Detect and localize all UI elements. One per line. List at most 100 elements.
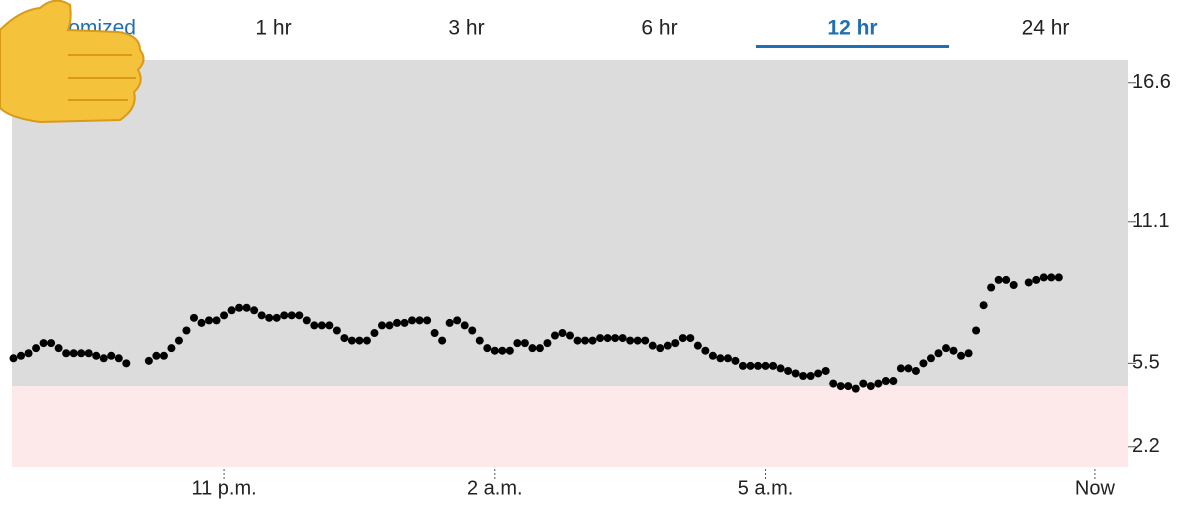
reading-dot	[325, 321, 334, 330]
active-tab-underline	[756, 45, 949, 48]
reading-dot	[904, 364, 913, 373]
reading-dot	[212, 316, 221, 325]
reading-dot	[17, 351, 26, 360]
reading-dot	[483, 344, 492, 353]
reading-dot	[69, 349, 78, 358]
reading-dot	[84, 349, 93, 358]
reading-dot	[159, 351, 168, 360]
reading-dot	[430, 329, 439, 338]
reading-dot	[362, 336, 371, 345]
reading-dot	[24, 349, 33, 358]
reading-dot	[408, 316, 417, 325]
reading-dot	[550, 331, 559, 340]
reading-dot	[769, 361, 778, 370]
tab[interactable]: 3 hr	[448, 17, 484, 40]
chart: 2.2 5.5 11.1 16.6 11 p.m. 2 a.m. 5 a.m. Now	[9, 60, 1171, 499]
reading-dot	[377, 321, 386, 330]
reading-dot	[182, 326, 191, 335]
reading-dot	[205, 316, 214, 325]
x-tick-label: 5 a.m.	[738, 477, 794, 499]
reading-dot	[505, 346, 514, 355]
tab[interactable]: 12 hr	[827, 17, 877, 40]
reading-dot	[272, 313, 281, 322]
tab-bar: Customized 1 hr 3 hr 6 hr 12 hr 24 hr	[25, 17, 1069, 48]
reading-dot	[77, 349, 86, 358]
reading-dot	[54, 344, 63, 353]
reading-dot	[1047, 273, 1056, 282]
reading-dot	[836, 382, 845, 391]
reading-dot	[242, 303, 251, 312]
reading-dot	[972, 326, 981, 335]
x-tick-label: 2 a.m.	[467, 477, 523, 499]
reading-dot	[92, 351, 101, 360]
reading-dot	[881, 377, 890, 386]
reading-dot	[144, 356, 153, 365]
reading-dot	[686, 334, 695, 343]
reading-dot	[39, 339, 48, 348]
reading-dot	[460, 321, 469, 330]
reading-dot	[851, 384, 860, 393]
reading-dot	[468, 326, 477, 335]
y-tick-label: 16.6	[1132, 71, 1171, 93]
tab[interactable]: 24 hr	[1022, 17, 1070, 40]
reading-dot	[1039, 273, 1048, 282]
reading-dot	[1032, 275, 1041, 284]
reading-dot	[889, 377, 898, 386]
reading-dot	[250, 306, 259, 315]
reading-dot	[731, 356, 740, 365]
reading-dot	[235, 303, 244, 312]
reading-dot	[520, 339, 529, 348]
reading-dot	[438, 336, 447, 345]
reading-dot	[994, 275, 1003, 284]
reading-dot	[633, 336, 642, 345]
reading-dot	[942, 344, 951, 353]
reading-dot	[738, 361, 747, 370]
reading-dot	[445, 318, 454, 327]
reading-dot	[107, 351, 116, 360]
tab[interactable]: 1 hr	[255, 17, 291, 40]
reading-dot	[400, 318, 409, 327]
reading-dot	[62, 349, 71, 358]
reading-dot	[355, 336, 364, 345]
reading-dot	[197, 318, 206, 327]
reading-dot	[581, 336, 590, 345]
reading-dot	[227, 306, 236, 315]
reading-dot	[220, 311, 229, 320]
reading-dot	[99, 354, 108, 363]
x-tick-label: Now	[1075, 477, 1116, 499]
reading-dot	[844, 382, 853, 391]
range-band	[12, 386, 1128, 467]
y-tick-label: 5.5	[1132, 352, 1160, 374]
reading-dot	[723, 354, 732, 363]
reading-dot	[829, 379, 838, 388]
reading-dot	[641, 336, 650, 345]
thumbs-up-emoji	[0, 0, 145, 124]
reading-dot	[167, 344, 176, 353]
reading-dot	[611, 334, 620, 343]
reading-dot	[453, 316, 462, 325]
reading-dot	[1002, 275, 1011, 284]
y-tick-label: 11.1	[1132, 210, 1169, 232]
reading-dot	[295, 311, 304, 320]
reading-dot	[9, 354, 18, 363]
reading-dot	[114, 354, 123, 363]
reading-dot	[513, 339, 522, 348]
reading-dot	[626, 336, 635, 345]
reading-dot	[716, 354, 725, 363]
reading-dot	[558, 329, 567, 338]
reading-dot	[332, 326, 341, 335]
reading-dot	[174, 336, 183, 345]
reading-dot	[47, 339, 56, 348]
reading-dot	[596, 334, 605, 343]
tab[interactable]: 6 hr	[641, 17, 677, 40]
reading-dot	[987, 283, 996, 292]
reading-dot	[1009, 280, 1018, 289]
reading-dot	[573, 336, 582, 345]
reading-dot	[535, 344, 544, 353]
reading-dot	[761, 361, 770, 370]
reading-dot	[152, 351, 161, 360]
reading-dot	[498, 346, 507, 355]
reading-dot	[302, 316, 311, 325]
